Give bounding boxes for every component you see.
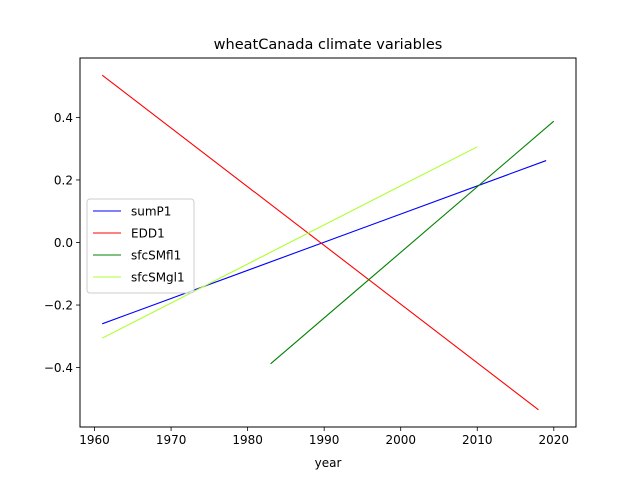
- legend-label: sfcSMfl1: [131, 249, 181, 263]
- x-tick-label: 2020: [539, 433, 570, 447]
- series-line-EDD1: [101, 74, 539, 411]
- legend-label: sumP1: [131, 205, 171, 219]
- x-tick-label: 1990: [309, 433, 340, 447]
- series-line-sfcSMgl1: [101, 146, 478, 339]
- legend-label: sfcSMgl1: [131, 271, 185, 285]
- y-tick-label: −0.2: [44, 299, 73, 313]
- y-tick-label: 0.4: [54, 111, 73, 125]
- y-tick-label: 0.2: [54, 173, 73, 187]
- y-axis-ticks: −0.4 −0.2 0.0 0.2 0.4: [44, 111, 80, 375]
- x-tick-label: 2000: [385, 433, 416, 447]
- chart-title: wheatCanada climate variables: [214, 37, 443, 53]
- series-layer: [101, 74, 555, 411]
- x-tick-label: 2010: [462, 433, 493, 447]
- y-tick-label: 0.0: [54, 236, 73, 250]
- legend-box: [86, 198, 195, 294]
- x-axis-ticks: 1960 1970 1980 1990 2000 2010 2020: [79, 427, 569, 447]
- legend: sumP1 EDD1 sfcSMfl1 sfcSMgl1: [86, 198, 195, 294]
- x-axis-label: year: [315, 456, 342, 470]
- x-tick-label: 1970: [156, 433, 187, 447]
- y-tick-label: −0.4: [44, 361, 73, 375]
- series-line-sumP1: [102, 160, 547, 325]
- x-tick-label: 1960: [79, 433, 110, 447]
- x-tick-label: 1980: [232, 433, 263, 447]
- legend-label: EDD1: [131, 227, 165, 241]
- plot-area: [79, 57, 577, 428]
- series-line-sfcSMfl1: [270, 120, 555, 365]
